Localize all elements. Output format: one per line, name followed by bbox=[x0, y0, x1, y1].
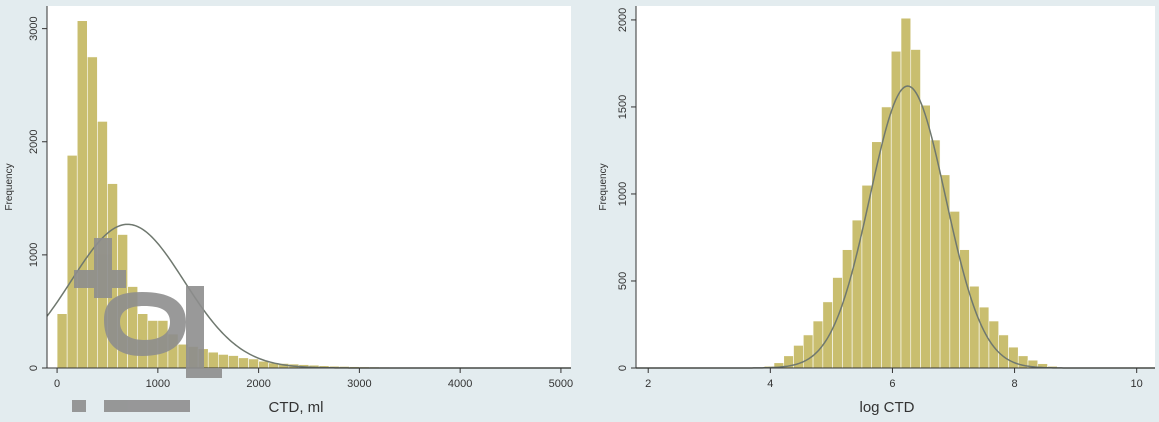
right-histogram-bar bbox=[929, 139, 941, 369]
left-y-axis-title: Frequency bbox=[4, 163, 15, 210]
left-histogram-bar bbox=[258, 360, 269, 369]
left-x-axis-title: CTD, ml bbox=[269, 399, 324, 416]
right-x-tick-label: 10 bbox=[1131, 378, 1143, 390]
watermark-block-3 bbox=[186, 286, 204, 376]
left-histogram-bar bbox=[207, 351, 219, 369]
watermark-block-2 bbox=[94, 238, 112, 298]
left-x-tick-label: 2000 bbox=[246, 378, 270, 390]
right-x-tick-label: 8 bbox=[1012, 378, 1018, 390]
left-histogram-bar bbox=[228, 355, 239, 369]
left-y-tick-label: 0 bbox=[28, 365, 40, 371]
left-histogram-bar bbox=[76, 20, 88, 369]
left-y-ticks: 0 1000 2000 3000 bbox=[28, 16, 47, 371]
left-histogram-bar bbox=[238, 357, 249, 369]
watermark-block-6 bbox=[104, 400, 190, 412]
right-histogram-bar bbox=[832, 277, 843, 369]
right-histogram-bar bbox=[939, 174, 951, 369]
left-y-tick-label: 1000 bbox=[28, 243, 40, 267]
right-y-tick-label: 0 bbox=[617, 365, 629, 371]
left-histogram-bar bbox=[248, 358, 259, 369]
left-x-tick-label: 4000 bbox=[448, 378, 472, 390]
watermark-block-4 bbox=[186, 368, 222, 378]
left-histogram-bar bbox=[66, 155, 78, 369]
right-histogram-bar bbox=[900, 17, 912, 369]
right-histogram-bar bbox=[842, 249, 853, 369]
right-y-ticks: 0 500 1000 1500 2000 bbox=[617, 8, 636, 371]
right-histogram-bar bbox=[959, 249, 970, 369]
left-y-tick-label: 2000 bbox=[28, 130, 40, 154]
right-x-tick-label: 2 bbox=[645, 378, 651, 390]
left-histogram-bar bbox=[218, 354, 229, 369]
watermark-block-5 bbox=[72, 400, 86, 412]
right-axes bbox=[635, 6, 1155, 369]
left-y-tick-label: 3000 bbox=[28, 16, 40, 40]
right-histogram-bar bbox=[822, 301, 833, 369]
left-axes bbox=[46, 6, 571, 369]
right-histogram-bar bbox=[920, 104, 931, 369]
right-chart-panel: 2 4 6 8 10 0 500 1000 1500 2000 log CTD Frequenc… bbox=[575, 0, 1159, 422]
right-histogram-bar bbox=[871, 141, 882, 369]
right-x-axis-title: log CTD bbox=[859, 399, 914, 416]
left-x-tick-label: 5000 bbox=[549, 378, 573, 390]
right-histogram-bar bbox=[851, 219, 863, 369]
left-histogram-bar bbox=[56, 313, 68, 369]
left-chart-panel: 0 1000 2000 3000 4000 5000 0 1000 2000 3000 CTD,… bbox=[0, 0, 575, 422]
right-histogram-bars bbox=[763, 17, 1058, 369]
right-histogram-bar bbox=[802, 334, 814, 369]
right-histogram-bar bbox=[988, 320, 999, 369]
right-histogram-bar bbox=[812, 320, 824, 369]
left-x-tick-label: 3000 bbox=[347, 378, 371, 390]
right-x-ticks: 2 4 6 8 10 bbox=[645, 368, 1143, 390]
right-y-tick-label: 1500 bbox=[617, 95, 629, 119]
watermark-overlay bbox=[72, 238, 222, 412]
right-histogram-bar bbox=[881, 106, 892, 369]
left-histogram-bar bbox=[87, 56, 98, 369]
right-y-axis-title: Frequency bbox=[598, 163, 609, 210]
right-histogram-bar bbox=[1008, 346, 1019, 369]
right-x-tick-label: 4 bbox=[767, 378, 773, 390]
right-y-tick-label: 1000 bbox=[617, 182, 629, 206]
left-x-tick-label: 0 bbox=[54, 378, 60, 390]
right-histogram-bar bbox=[998, 334, 1009, 369]
left-x-tick-label: 1000 bbox=[146, 378, 170, 390]
watermark-arc bbox=[104, 292, 186, 356]
right-x-tick-label: 6 bbox=[889, 378, 895, 390]
left-x-ticks: 0 1000 2000 3000 4000 5000 bbox=[54, 368, 573, 390]
right-y-tick-label: 2000 bbox=[617, 8, 629, 32]
right-y-tick-label: 500 bbox=[617, 272, 629, 290]
